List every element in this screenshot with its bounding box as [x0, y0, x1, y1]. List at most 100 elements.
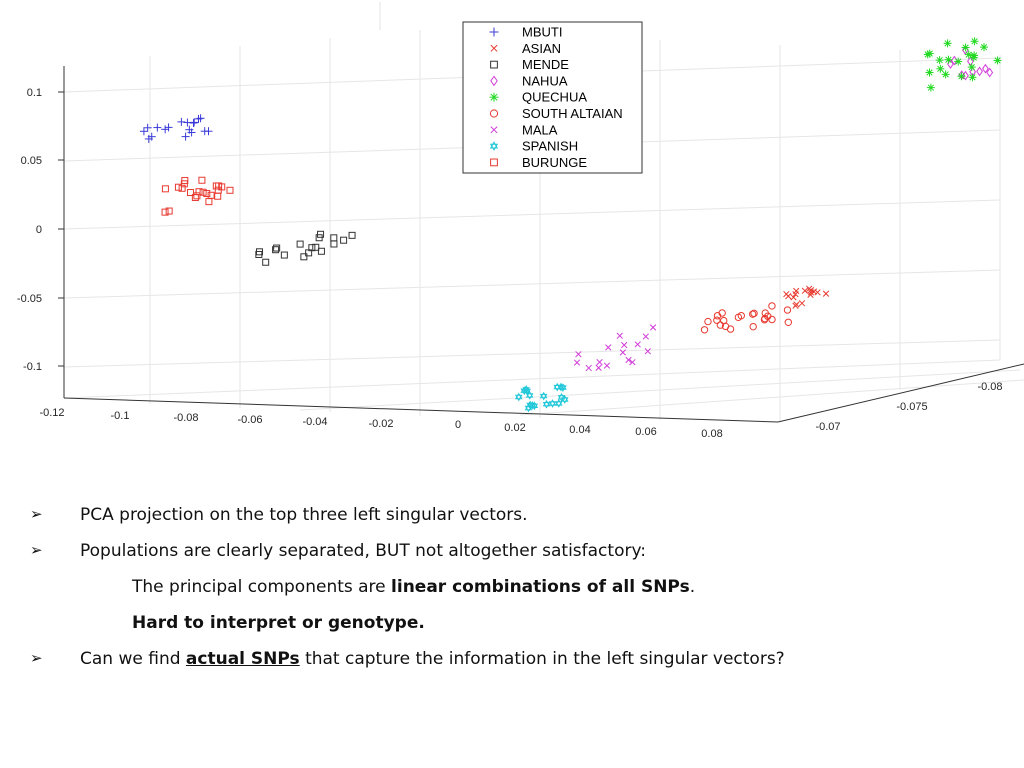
data-point [190, 118, 199, 127]
data-point [964, 50, 973, 59]
data-point [178, 184, 186, 192]
data-point [785, 293, 792, 300]
data-point [212, 182, 220, 190]
x-tick-label: -0.02 [368, 418, 393, 430]
legend-marker-icon [489, 27, 499, 37]
data-point [596, 358, 603, 366]
data-point [976, 66, 983, 77]
data-point [621, 341, 628, 349]
data-point [181, 177, 189, 185]
data-point [634, 341, 641, 348]
data-point [790, 294, 797, 301]
data-point [164, 123, 173, 132]
series-mbuti [139, 114, 213, 143]
x-tick-label: 0.02 [504, 422, 525, 434]
data-point [954, 57, 963, 66]
note-text-5: Can we find actual SNPs that capture the… [80, 649, 785, 669]
data-point [214, 192, 222, 200]
data-point [986, 67, 994, 78]
z-tick-label: -0.1 [23, 361, 42, 373]
data-point [970, 51, 979, 60]
legend-marker-icon [489, 92, 499, 102]
legend-marker-icon [490, 60, 498, 69]
data-point [943, 39, 952, 48]
series-south-altaian [700, 302, 792, 334]
data-point [980, 43, 989, 52]
note-text-3-post: . [689, 577, 696, 597]
data-point [273, 244, 281, 252]
legend-marker-icon [489, 141, 499, 151]
data-point [967, 63, 976, 72]
data-point [161, 185, 169, 193]
data-point [957, 72, 966, 81]
y-tick-label: -0.07 [815, 421, 840, 433]
x-tick-label: -0.1 [111, 410, 130, 422]
data-point [147, 132, 156, 141]
data-point [783, 306, 792, 314]
data-point [801, 287, 809, 294]
legend-label: NAHUA [522, 73, 568, 88]
data-point [187, 128, 196, 137]
data-point [968, 73, 977, 82]
data-point [603, 362, 611, 369]
note-line-4: Hard to interpret or genotype. [132, 613, 425, 633]
y-tick-label: -0.075 [896, 401, 927, 413]
data-point [548, 399, 557, 408]
data-point [181, 132, 190, 141]
note-text-5-underline: actual SNPs [185, 649, 300, 669]
data-point [348, 231, 356, 239]
legend-label: MALA [522, 122, 558, 137]
data-point [522, 384, 530, 394]
data-point [605, 344, 612, 351]
data-point [226, 186, 234, 194]
note-text-2: Populations are clearly separated, BUT n… [80, 541, 647, 561]
data-point [961, 43, 970, 52]
data-point [748, 310, 757, 318]
legend-label: MBUTI [522, 25, 562, 40]
data-point [539, 391, 548, 401]
data-point [204, 127, 213, 136]
z-tick-label: 0.05 [21, 155, 42, 167]
x-tick-label: -0.12 [39, 407, 64, 419]
data-point [207, 191, 215, 199]
data-point [317, 247, 325, 255]
data-point [161, 125, 170, 134]
data-point [704, 317, 712, 326]
data-point [174, 183, 182, 191]
data-point [330, 234, 338, 242]
data-point [143, 123, 152, 132]
data-point [191, 194, 199, 202]
data-point [718, 309, 726, 317]
data-point [629, 359, 636, 366]
data-point [189, 119, 198, 128]
data-point [165, 207, 173, 215]
data-point [196, 114, 205, 123]
data-point [936, 64, 945, 73]
series-spanish [514, 382, 569, 413]
data-point [296, 240, 304, 248]
data-point [575, 351, 582, 358]
note-text-3-pre: The principal components are [132, 577, 392, 597]
x-tick-label: 0.06 [635, 426, 656, 438]
x-tick-label: -0.08 [173, 412, 198, 424]
data-point [625, 356, 632, 364]
bullet-arrow-icon: ➢ [30, 541, 43, 559]
legend-marker-icon [490, 75, 498, 87]
z-tick-label: 0.1 [27, 87, 42, 99]
series-asian [783, 285, 830, 309]
series-mende [255, 230, 356, 266]
data-point [792, 290, 799, 298]
data-point [272, 246, 280, 254]
data-point [560, 395, 569, 404]
x-tick-label: 0 [455, 419, 461, 431]
legend-label: ASIAN [522, 41, 561, 56]
legend-label: MENDE [522, 57, 569, 72]
data-point [525, 391, 534, 400]
axis-ticks: 0.1 0.05 0 -0.05 -0.1 -0.12 -0.1 -0.08 -0.06 -0.0… [17, 87, 1003, 440]
data-point [720, 316, 728, 325]
data-point [554, 399, 563, 408]
data-point [139, 127, 148, 136]
data-point [982, 63, 989, 74]
data-point [514, 392, 523, 402]
